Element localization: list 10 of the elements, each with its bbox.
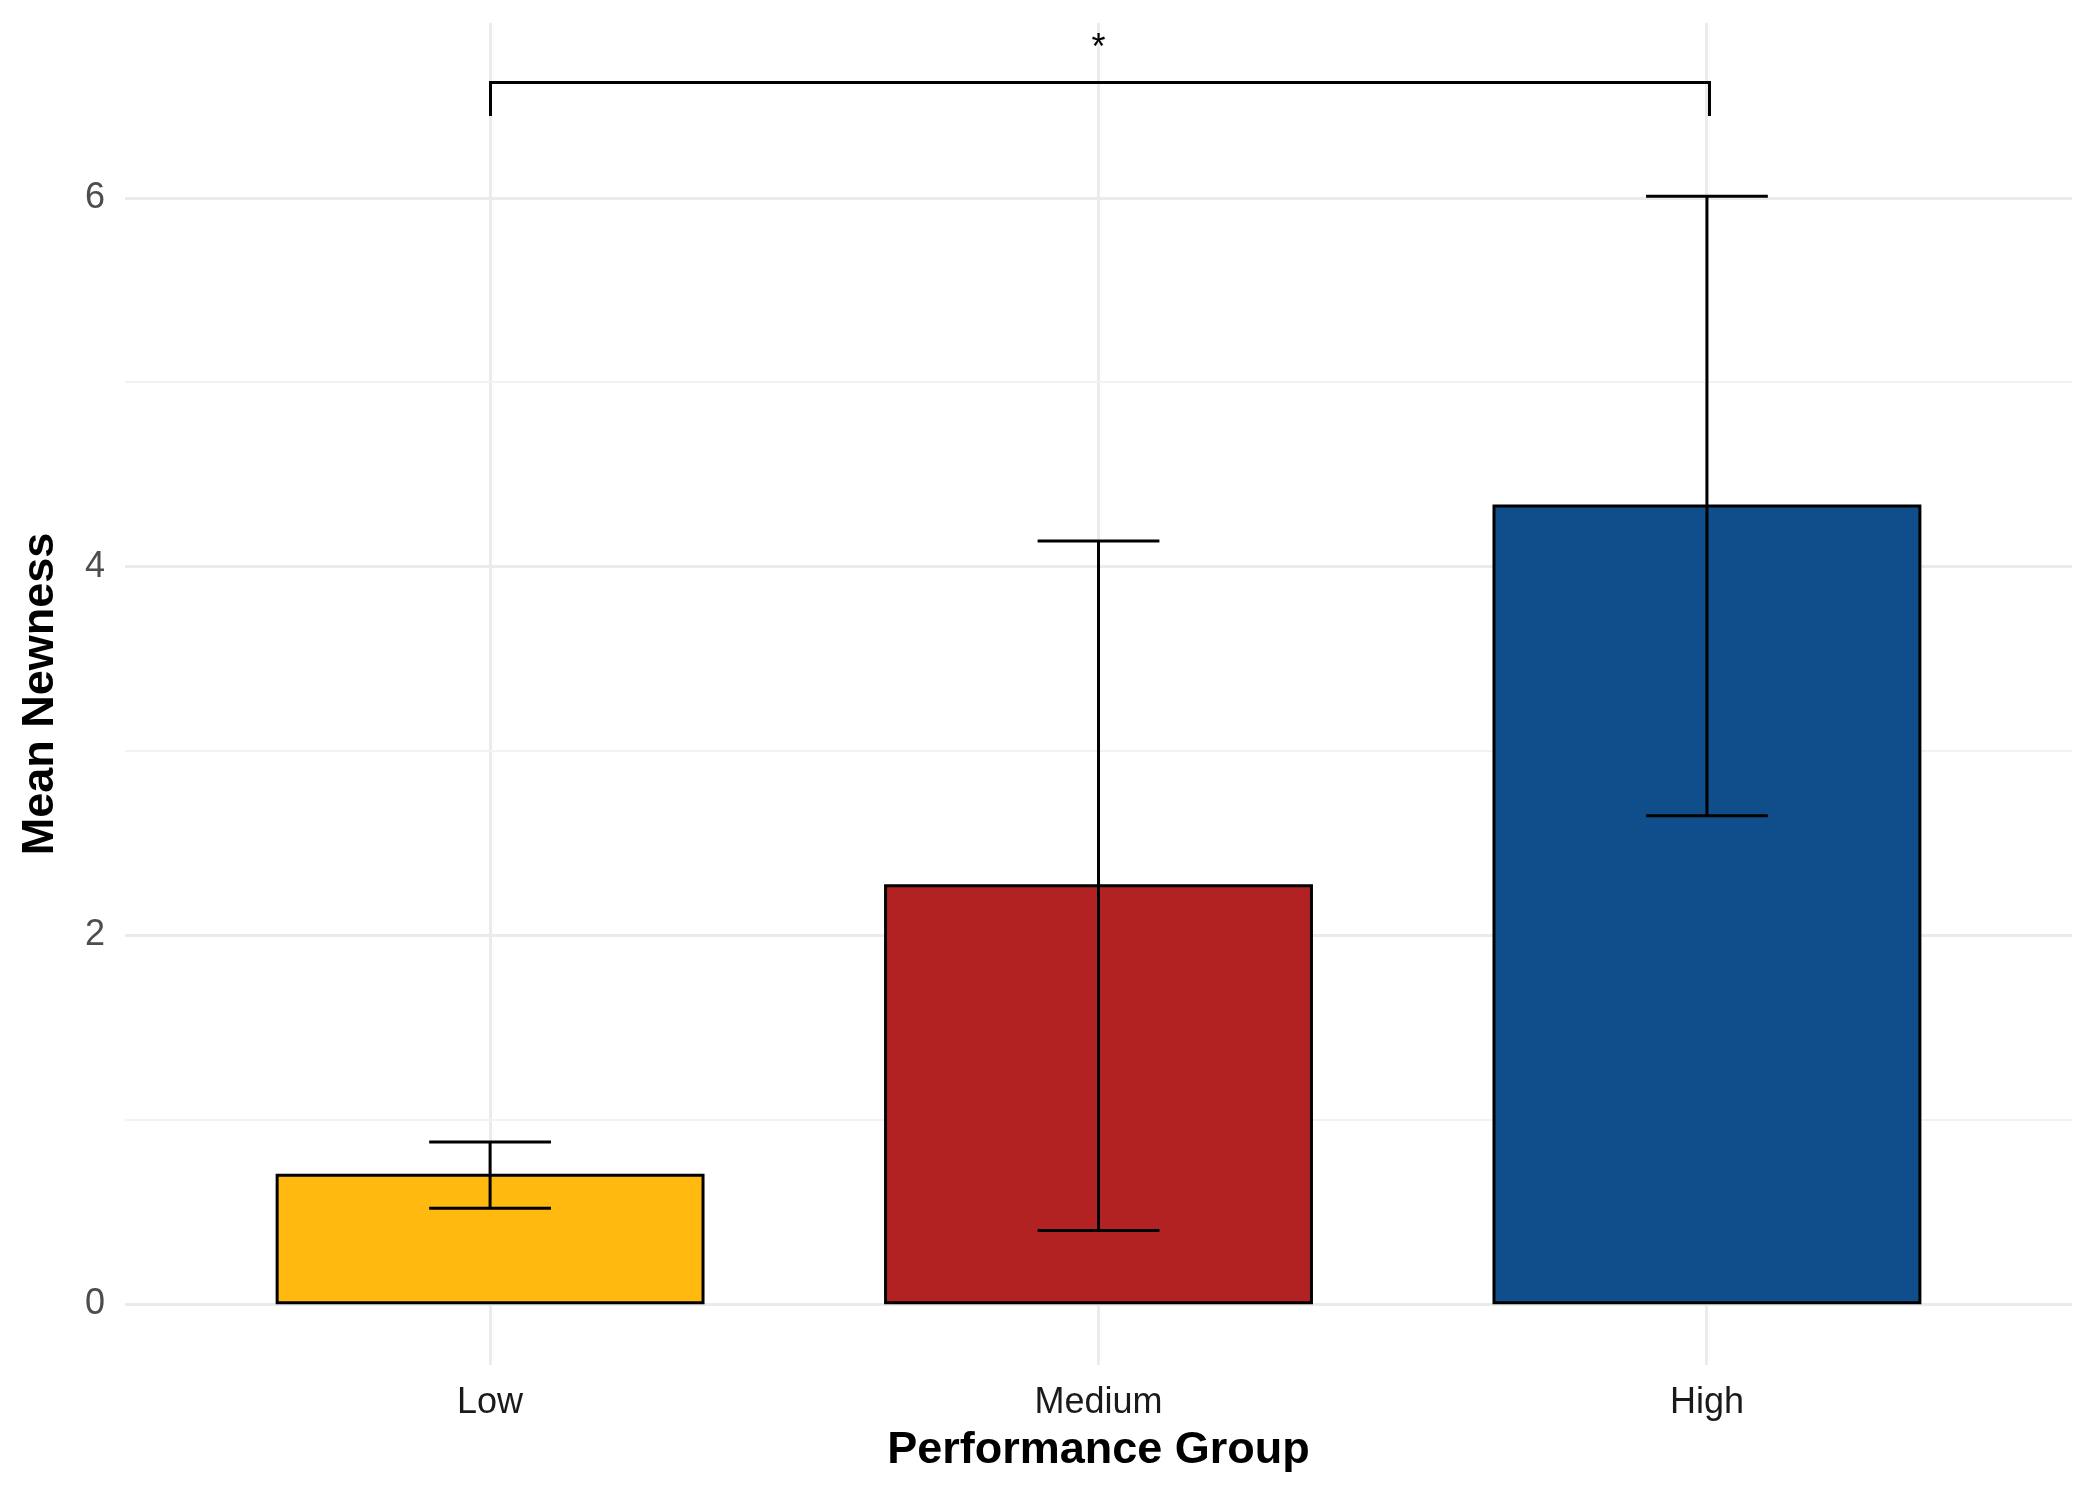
y-tick-label: 0	[84, 1281, 106, 1323]
x-axis-title: Performance Group	[887, 1421, 1310, 1473]
y-tick-label: 6	[84, 175, 106, 217]
x-tick-label: High	[1669, 1379, 1744, 1421]
y-axis-title: Mean Newness	[11, 532, 63, 856]
x-tick-label: Medium	[1034, 1379, 1163, 1421]
x-tick-label: Low	[457, 1379, 525, 1421]
annotation: *	[1091, 26, 1106, 67]
y-tick-label: 4	[84, 543, 106, 585]
y-tick-label: 2	[84, 912, 106, 954]
